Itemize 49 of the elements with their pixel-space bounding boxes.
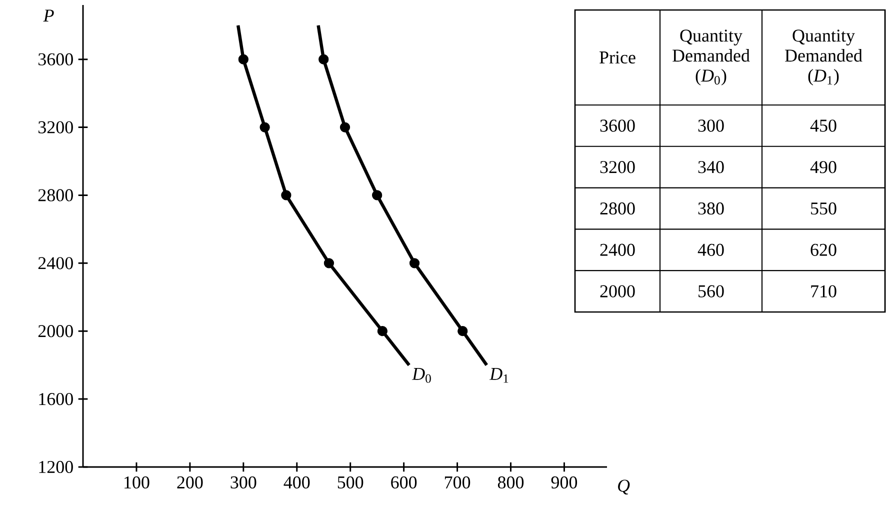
y-tick-label: 1200 (39, 460, 73, 474)
point (318, 54, 329, 64)
text: 560 (698, 285, 724, 298)
annotation: 2400 (600, 244, 635, 256)
text: 450 (810, 120, 836, 132)
point (377, 326, 388, 336)
x-tick-label: 900 (551, 476, 578, 488)
text: 300 (698, 120, 724, 132)
y-tick-label: 2400 (38, 257, 73, 270)
x-tick-label: 500 (338, 476, 364, 488)
point (372, 190, 382, 200)
text: 460 (698, 244, 724, 256)
text: 550 (811, 202, 836, 215)
series-label: D$_{1}$ (489, 368, 508, 383)
text: 340 (698, 161, 724, 174)
y-tick-label: 2000 (38, 325, 73, 338)
x-tick-label: 300 (230, 476, 256, 488)
x-axis-title: Q (618, 480, 630, 495)
text: Quantity Demanded (D$_{0}$) (672, 30, 750, 86)
series-label: D$_{0}$ (412, 368, 431, 383)
text: 380 (698, 202, 724, 215)
y-tick-label: 3600 (38, 53, 73, 66)
text: Quantity Demanded (D$_{1}$) (785, 30, 862, 86)
point (340, 122, 350, 132)
point (409, 258, 420, 268)
point (458, 326, 468, 336)
annotation: 2800 (600, 202, 635, 215)
x-tick-label: 400 (284, 476, 310, 488)
line-series (316, 24, 488, 367)
text: 490 (810, 161, 836, 174)
point (281, 190, 292, 200)
y-tick-label: 1600 (39, 392, 73, 406)
annotation: 3200 (600, 161, 635, 174)
y-tick-label: 3200 (38, 121, 73, 134)
x-tick-label: 100 (124, 476, 150, 488)
x-tick-label: 700 (444, 476, 470, 488)
text: 710 (811, 285, 836, 298)
annotation: 2000 (600, 285, 635, 298)
x-tick-label: 200 (177, 476, 203, 488)
x-tick-label: 800 (498, 476, 524, 488)
point (238, 54, 248, 64)
annotation: Price (600, 51, 636, 64)
y-tick-label: 2800 (38, 189, 73, 202)
text: 620 (810, 244, 836, 256)
annotation: 3600 (600, 120, 635, 132)
y-axis-title: P (43, 10, 54, 22)
x-tick-label: 600 (391, 476, 417, 488)
point (324, 258, 334, 268)
point (260, 122, 270, 132)
